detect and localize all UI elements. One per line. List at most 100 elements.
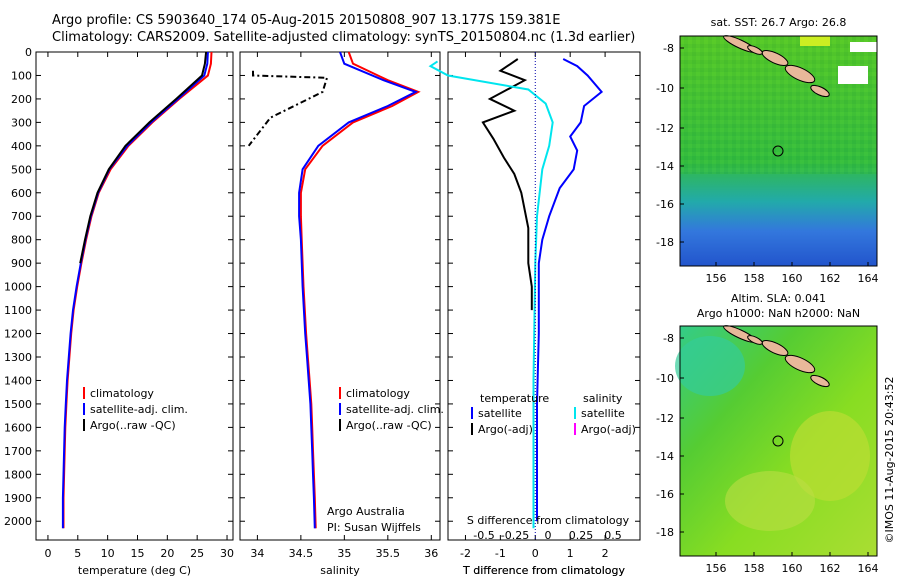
series-line-2 [79, 51, 208, 264]
x-tick-label-secondary: 0 [545, 529, 552, 542]
legend-title: temperature [480, 392, 549, 405]
side-label: ©IMOS 11-Aug-2015 20:43:52 [883, 377, 896, 544]
y-tick-label: 2000 [4, 515, 32, 528]
y-tick-label: 1200 [4, 328, 32, 341]
map-island [784, 64, 816, 84]
map-x-tick-label: 164 [858, 562, 879, 575]
x-tick-label: 15 [130, 547, 144, 560]
x-tick-label: -2 [460, 547, 471, 560]
x-tick-label: 34 [250, 547, 264, 560]
legend-label: satellite [581, 407, 625, 420]
y-tick-label: 200 [11, 93, 32, 106]
x-axis-label: T difference from climatology [462, 564, 625, 577]
x-tick-label: 2 [602, 547, 609, 560]
x-tick-label: 30 [220, 547, 234, 560]
y-tick-label: 600 [11, 187, 32, 200]
series-line-2 [428, 60, 554, 529]
x-tick-label-secondary: -0.25 [501, 529, 529, 542]
series-line-0 [299, 51, 421, 529]
map-frame [679, 325, 878, 557]
y-tick-label: 900 [11, 257, 32, 270]
title-line-1: Argo profile: CS 5903640_174 05-Aug-2015… [52, 13, 561, 28]
x-tick-label: 25 [190, 547, 204, 560]
float-marker [772, 145, 784, 157]
map-x-tick-label: 156 [706, 272, 727, 285]
map-x-tick-label: 162 [820, 272, 841, 285]
y-tick-label: 500 [11, 163, 32, 176]
x-tick-label-secondary: -0.5 [473, 529, 494, 542]
x-tick-label: 35.5 [376, 547, 401, 560]
x-axis-label: salinity [320, 564, 360, 577]
map-anomaly [790, 411, 870, 501]
map-panel-0: 156 158 160 162 164 -8 -10 -12 -14 -16 -18 sat. SST… [656, 16, 878, 285]
y-tick-label: 1800 [4, 468, 32, 481]
map-title: Altim. SLA: 0.041 [731, 292, 826, 305]
series-line-1 [61, 51, 209, 529]
map-y-tick-label: -12 [656, 412, 674, 425]
map-x-tick-label: 162 [820, 562, 841, 575]
chart-panel-difference: -2 -1 0 1 2 T difference from climatology temp… [428, 51, 641, 577]
legend-label: Argo(-adj) [478, 423, 533, 436]
x-tick-label-secondary: 0.5 [604, 529, 622, 542]
map-anomaly [725, 471, 815, 531]
y-tick-label: 1400 [4, 374, 32, 387]
legend-label: Argo(-adj) [581, 423, 636, 436]
x-tick-label: -1 [495, 547, 506, 560]
legend-label: satellite [478, 407, 522, 420]
series-line-2 [247, 70, 329, 147]
map-y-tick-label: -16 [656, 488, 674, 501]
series-line-0 [536, 58, 604, 522]
map-y-tick-label: -8 [663, 332, 674, 345]
x-tick-label: 0 [44, 547, 51, 560]
annotation-text: Argo Australia [327, 505, 405, 518]
legend-title: salinity [583, 392, 623, 405]
chart-panel-salinity: 34 34.5 35 35.5 36 salinity climatology satelli… [239, 51, 444, 577]
chart-panel-temperature: 0100200300400500600700800900100011001200… [4, 46, 234, 577]
x-tick-label: 0 [532, 547, 539, 560]
series-line-1 [298, 51, 419, 529]
annotation-text: PI: Susan Wijffels [327, 521, 421, 534]
legend-label: satellite-adj. clim. [346, 403, 444, 416]
y-tick-label: 1300 [4, 351, 32, 364]
map-y-tick-label: -18 [656, 526, 674, 539]
series-line-1 [481, 58, 533, 311]
map-x-tick-label: 164 [858, 272, 879, 285]
map-y-tick-label: -18 [656, 236, 674, 249]
plot-frame [239, 51, 441, 541]
x-axis-label: temperature (deg C) [78, 564, 191, 577]
map-x-tick-label: 156 [706, 562, 727, 575]
map-warm-patch [800, 36, 830, 46]
x-tick-label: 5 [74, 547, 81, 560]
map-y-tick-label: -10 [656, 372, 674, 385]
title-line-2: Climatology: CARS2009. Satellite-adjuste… [52, 30, 636, 45]
map-island [810, 374, 830, 388]
y-tick-label: 800 [11, 234, 32, 247]
x-axis-label-secondary: S difference from climatology [467, 514, 630, 527]
map-y-tick-label: -12 [656, 122, 674, 135]
map-x-tick-label: 158 [744, 272, 765, 285]
y-tick-label: 1700 [4, 445, 32, 458]
map-x-tick-label: 160 [782, 272, 803, 285]
y-tick-label: 1900 [4, 492, 32, 505]
map-y-tick-label: -8 [663, 42, 674, 55]
y-tick-label: 300 [11, 116, 32, 129]
map-subtitle: Argo h1000: NaN h2000: NaN [697, 307, 860, 320]
map-frame [679, 35, 878, 267]
map-x-tick-label: 160 [782, 562, 803, 575]
legend-label: satellite-adj. clim. [90, 403, 188, 416]
map-nodata [838, 66, 868, 84]
x-tick-label: 36 [424, 547, 438, 560]
x-tick-label: 1 [567, 547, 574, 560]
float-marker [772, 435, 784, 447]
map-y-tick-label: -10 [656, 82, 674, 95]
y-tick-label: 1000 [4, 281, 32, 294]
y-tick-label: 1600 [4, 421, 32, 434]
map-island [810, 84, 830, 98]
x-tick-label: 34.5 [289, 547, 314, 560]
map-y-tick-label: -14 [656, 450, 674, 463]
x-tick-label: 35 [337, 547, 351, 560]
y-tick-label: 0 [25, 46, 32, 59]
y-tick-label: 700 [11, 210, 32, 223]
x-tick-label: 20 [160, 547, 174, 560]
x-axis-label: T difference from climatology [462, 564, 625, 577]
